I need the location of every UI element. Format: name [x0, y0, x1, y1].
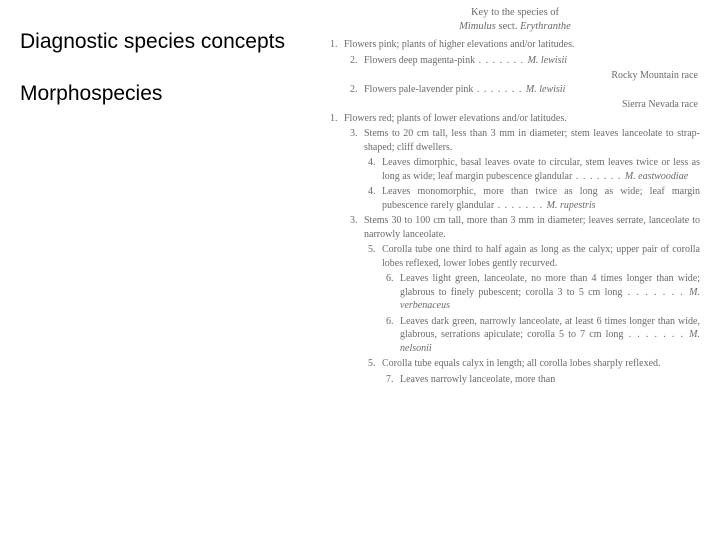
key-entry-number: 5. — [368, 357, 382, 371]
key-entry-number: 6. — [386, 272, 400, 313]
key-entry: 4.Leaves monomorphic, more than twice as… — [330, 185, 700, 212]
key-entry: 3.Stems to 20 cm tall, less than 3 mm in… — [330, 127, 700, 154]
key-result-race: Rocky Mountain race — [330, 69, 700, 83]
key-entry-number: 2. — [350, 54, 364, 68]
key-entry: 1.Flowers red; plants of lower elevation… — [330, 112, 700, 126]
key-entry-number: 3. — [350, 214, 364, 241]
heading-diagnostic: Diagnostic species concepts — [20, 30, 320, 54]
key-entry-number: 4. — [368, 156, 382, 183]
key-entry-number: 6. — [386, 315, 400, 356]
key-entry-text: Corolla tube equals calyx in length; all… — [382, 357, 700, 371]
key-entry-text: Leaves monomorphic, more than twice as l… — [382, 185, 700, 212]
dichotomous-key: Key to the species of Mimulus sect. Eryt… — [330, 6, 700, 388]
key-entry-number: 4. — [368, 185, 382, 212]
key-entry: 6.Leaves light green, lanceolate, no mor… — [330, 272, 700, 313]
key-entry-number: 1. — [330, 112, 344, 126]
key-entry-text: Flowers red; plants of lower elevations … — [344, 112, 700, 126]
key-entry: 7.Leaves narrowly lanceolate, more than — [330, 373, 700, 387]
heading-morphospecies: Morphospecies — [20, 82, 320, 106]
key-entries: 1.Flowers pink; plants of higher elevati… — [330, 38, 700, 386]
key-entry-number: 3. — [350, 127, 364, 154]
key-title: Key to the species of Mimulus sect. Eryt… — [330, 6, 700, 34]
key-entry-text: Stems to 20 cm tall, less than 3 mm in d… — [364, 127, 700, 154]
key-entry: 2.Flowers pale-lavender pinkM. lewisii — [330, 83, 700, 97]
key-entry-text: Leaves narrowly lanceolate, more than — [400, 373, 700, 387]
key-entry-text: Corolla tube one third to half again as … — [382, 243, 700, 270]
key-title-line2: Mimulus sect. Erythranthe — [330, 20, 700, 34]
key-result-taxon: M. rupestris — [547, 200, 596, 211]
key-entry: 2.Flowers deep magenta-pinkM. lewisii — [330, 54, 700, 68]
key-entry-number: 7. — [386, 373, 400, 387]
key-entry-text: Leaves dimorphic, basal leaves ovate to … — [382, 156, 700, 183]
key-entry-text: Leaves light green, lanceolate, no more … — [400, 272, 700, 313]
key-entry-text: Leaves dark green, narrowly lanceolate, … — [400, 315, 700, 356]
key-entry: 4.Leaves dimorphic, basal leaves ovate t… — [330, 156, 700, 183]
key-section-name: Erythranthe — [520, 21, 571, 32]
key-entry-number: 5. — [368, 243, 382, 270]
key-entry: 5.Corolla tube one third to half again a… — [330, 243, 700, 270]
key-entry: 3.Stems 30 to 100 cm tall, more than 3 m… — [330, 214, 700, 241]
key-entry-text: Flowers pink; plants of higher elevation… — [344, 38, 700, 52]
key-entry: 5.Corolla tube equals calyx in length; a… — [330, 357, 700, 371]
left-column: Diagnostic species concepts Morphospecie… — [20, 30, 320, 106]
key-result-taxon: M. lewisii — [526, 84, 565, 95]
key-result-taxon: M. eastwoodiae — [625, 171, 688, 182]
key-entry-number: 2. — [350, 83, 364, 97]
key-title-line1: Key to the species of — [330, 6, 700, 20]
key-entry-number: 1. — [330, 38, 344, 52]
key-result-taxon: M. lewisii — [528, 55, 567, 66]
key-entry-text: Flowers pale-lavender pinkM. lewisii — [364, 83, 700, 97]
key-sect-word: sect. — [496, 21, 520, 32]
key-result-race: Sierra Nevada race — [330, 98, 700, 112]
key-entry: 1.Flowers pink; plants of higher elevati… — [330, 38, 700, 52]
key-entry: 6.Leaves dark green, narrowly lanceolate… — [330, 315, 700, 356]
key-entry-text: Flowers deep magenta-pinkM. lewisii — [364, 54, 700, 68]
key-genus: Mimulus — [459, 21, 496, 32]
key-entry-text: Stems 30 to 100 cm tall, more than 3 mm … — [364, 214, 700, 241]
